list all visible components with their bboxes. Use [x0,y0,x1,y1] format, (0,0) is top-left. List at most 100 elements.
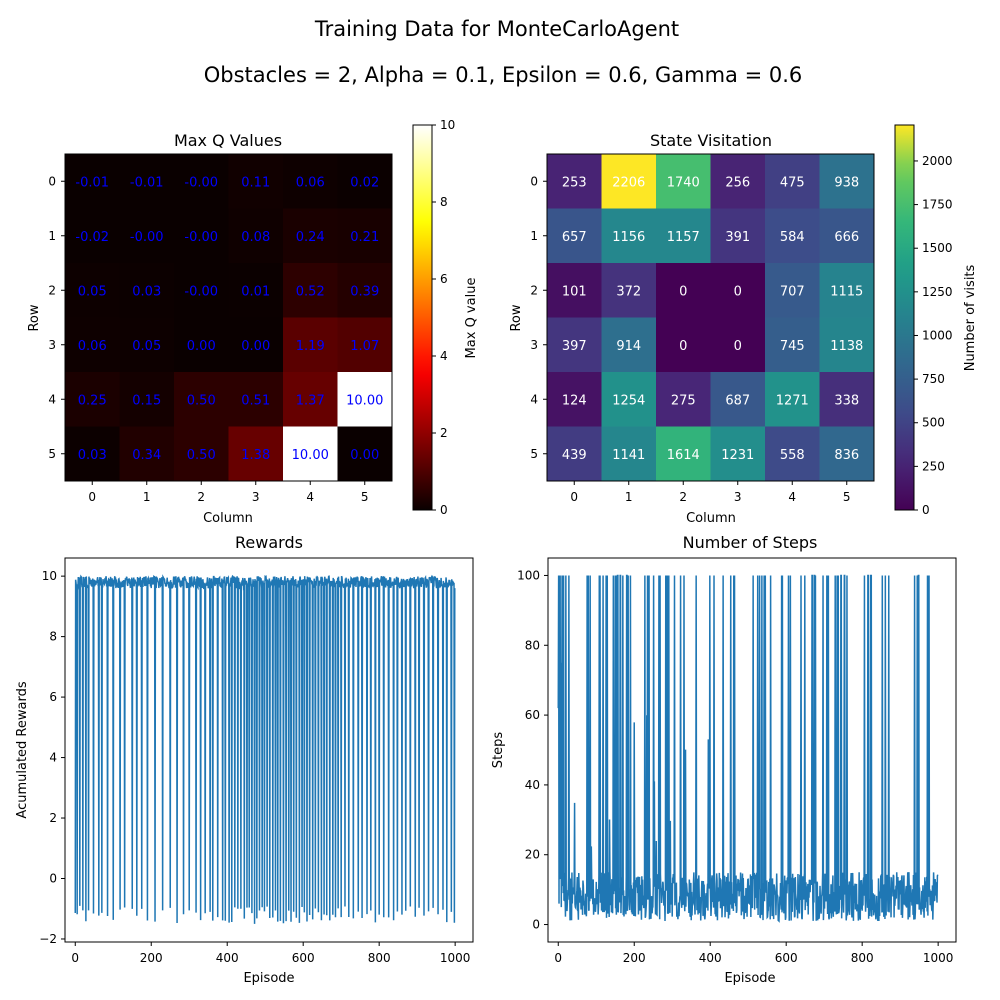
heatmap-cell [656,263,711,318]
x-tick-label: 1 [625,490,633,504]
figure-subtitle: Obstacles = 2, Alpha = 0.1, Epsilon = 0.… [204,63,803,87]
maxq-cells: -0.01 -0.01 -0.00 0.11 0.06 0.02 -0.02 -0.00 -0.… [65,154,393,482]
cell-label: -0.01 [130,175,164,190]
maxq-xlabel: Column [203,511,253,526]
cell-label: 256 [725,175,750,190]
cell-label: 1115 [830,284,863,299]
x-tick-label: 1000 [440,951,471,965]
y-tick-label: 2 [48,283,56,297]
cell-label: 338 [834,393,859,408]
x-tick-label: 0 [570,490,578,504]
rewards-plot: 0 200 400 600 800 1000 −2 0 2 4 6 8 10 [39,557,474,965]
visitation-cells: 253 2206 1740 256 475 938 657 1156 1157 391 584 666… [547,154,875,482]
heatmap-cell [65,154,120,209]
heatmap-cell [65,372,120,427]
cell-label: 397 [562,339,587,354]
y-tick-label: 3 [530,338,538,352]
x-tick-label: 4 [306,490,314,504]
heatmap-cell [765,372,820,427]
cell-label: 0 [679,339,687,354]
heatmap-cell [119,317,175,373]
steps-chart: Number of Steps 0 200 400 600 800 1000 0 20 40 60… [491,533,957,986]
heatmap-cell [656,317,711,373]
series-line [557,574,939,923]
heatmap-cell [710,317,766,373]
y-tick-label: 4 [48,392,56,406]
y-tick-label: 0 [532,918,540,932]
cell-label: 0.51 [241,393,270,408]
heatmap-cell [710,426,766,482]
y-tick-label: 20 [525,848,540,862]
heatmap-cell [765,426,820,482]
heatmap-cell [228,372,284,427]
cell-label: 836 [834,448,859,463]
heatmap-cell [283,426,338,482]
cell-label: 687 [725,393,750,408]
x-tick-label: 0 [88,490,96,504]
cell-label: 0.15 [132,393,161,408]
y-tick-label: 5 [48,447,56,461]
y-tick-label: −2 [39,932,57,946]
y-tick-label: 0 [530,174,538,188]
x-tick-label: 3 [252,490,260,504]
heatmap-cell [765,208,820,264]
cell-label: 1271 [776,393,809,408]
heatmap-cell [337,317,393,373]
y-tick-label: 1 [48,229,56,243]
x-tick-label: 2 [197,490,205,504]
heatmap-cell [283,154,338,209]
cell-label: 1.37 [296,393,325,408]
heatmap-cell [710,154,766,209]
cell-label: 0 [679,284,687,299]
heatmap-cell [601,208,657,264]
colorbar-tick-label: 750 [922,372,945,386]
maxq-frame [64,153,393,482]
cell-label: 0.34 [132,448,161,463]
visitation-frame [546,153,875,482]
heatmap-maxq: Max Q Values -0.01 -0.01 -0.00 0.11 0.06 0.02… [27,118,479,526]
colorbar-tick-label: 1750 [922,198,953,212]
cell-label: 707 [780,284,805,299]
heatmap-cell [65,426,120,482]
colorbar-tick-label: 8 [440,195,448,209]
heatmap-cell [819,317,875,373]
heatmap-cell [601,426,657,482]
heatmap-cell [174,372,229,427]
cell-label: 584 [780,230,805,245]
heatmap-cell [174,263,229,318]
steps-ylabel: Steps [491,732,506,769]
visitation-title: State Visitation [650,131,772,150]
x-tick-label: 200 [140,951,163,965]
heatmap-cell [710,208,766,264]
colorbar-tick-label: 0 [922,503,930,517]
x-tick-label: 3 [734,490,742,504]
cell-label: 1254 [612,393,645,408]
cell-label: 372 [616,284,641,299]
cell-label: -0.01 [75,175,109,190]
heatmap-cell [656,426,711,482]
x-tick-label: 600 [292,951,315,965]
heatmap-cell [228,208,284,264]
cell-label: 253 [562,175,587,190]
cell-label: 657 [562,230,587,245]
y-tick-label: 5 [530,447,538,461]
heatmap-cell [337,208,393,264]
cell-label: 0 [734,284,742,299]
heatmap-cell [547,263,602,318]
cell-label: 1231 [721,448,754,463]
cell-label: 1156 [612,230,645,245]
heatmap-cell [174,208,229,264]
y-tick-label: 8 [49,630,57,644]
y-tick-label: 3 [48,338,56,352]
cell-label: 558 [780,448,805,463]
cell-label: 101 [562,284,587,299]
colorbar-tick-label: 500 [922,416,945,430]
steps-title: Number of Steps [683,533,818,552]
colorbar-tick-label: 1500 [922,241,953,255]
maxq-ticks: 0 1 2 3 4 5 0 1 2 3 4 5 [48,174,368,504]
maxq-colorbar-label: Max Q value [464,278,479,359]
cell-label: 2206 [612,175,645,190]
heatmap-cell [819,426,875,482]
cell-label: 0.00 [187,339,216,354]
rewards-title: Rewards [235,533,303,552]
